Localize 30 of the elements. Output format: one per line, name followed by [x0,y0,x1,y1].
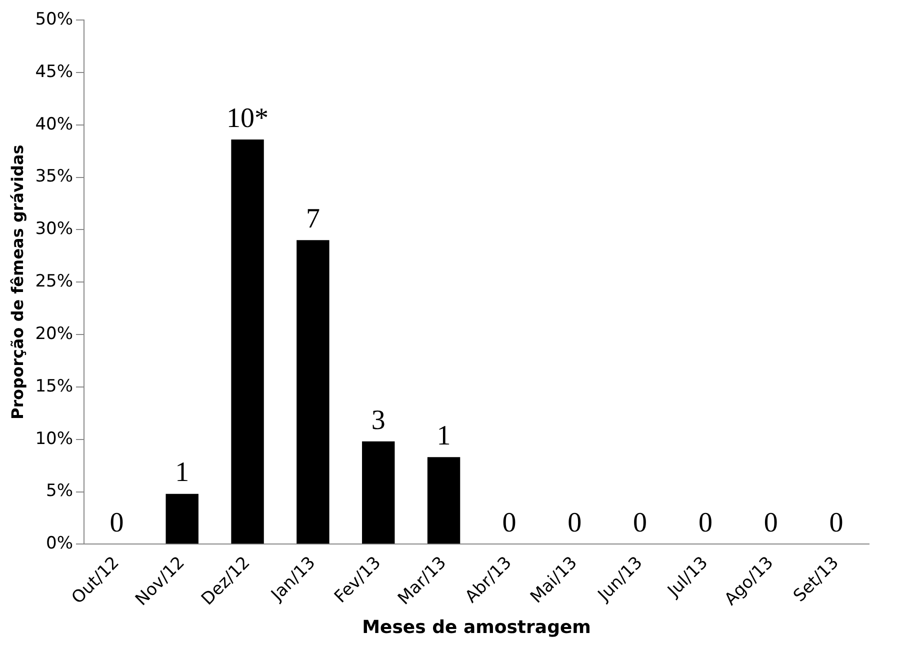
annotation: 10* [226,102,269,134]
bar [427,457,460,544]
y-tick-label: 0% [46,534,73,554]
y-tick-label: 40% [35,114,73,134]
y-tick-label: 10% [35,428,73,449]
y-tick-label: 5% [46,481,73,502]
annotation: 0 [502,508,516,539]
y-tick-label: 45% [35,62,73,82]
annotation: 1 [175,457,190,488]
bar [296,240,330,544]
y-tick-label: 50% [35,9,73,30]
annotation: 0 [568,508,582,539]
annotation: 7 [306,204,320,235]
annotation: 0 [829,508,844,539]
y-tick-label: 25% [35,272,73,292]
annotation: 1 [436,420,451,452]
y-axis-title: Proporção de fêmeas grávidas [8,144,27,420]
y-tick-label: 35% [35,166,73,187]
annotation: 0 [110,508,124,539]
annotation: 0 [633,508,648,539]
y-tick-label: 15% [35,376,73,396]
annotation: 3 [371,404,386,436]
bar [166,494,198,544]
x-axis-title: Meses de amostragem [362,616,591,638]
annotation: 0 [764,508,778,539]
bar [231,140,264,544]
y-tick-label: 20% [35,324,73,344]
y-tick-label: 30% [35,219,73,240]
annotation: 0 [698,508,712,539]
bar [362,441,395,544]
